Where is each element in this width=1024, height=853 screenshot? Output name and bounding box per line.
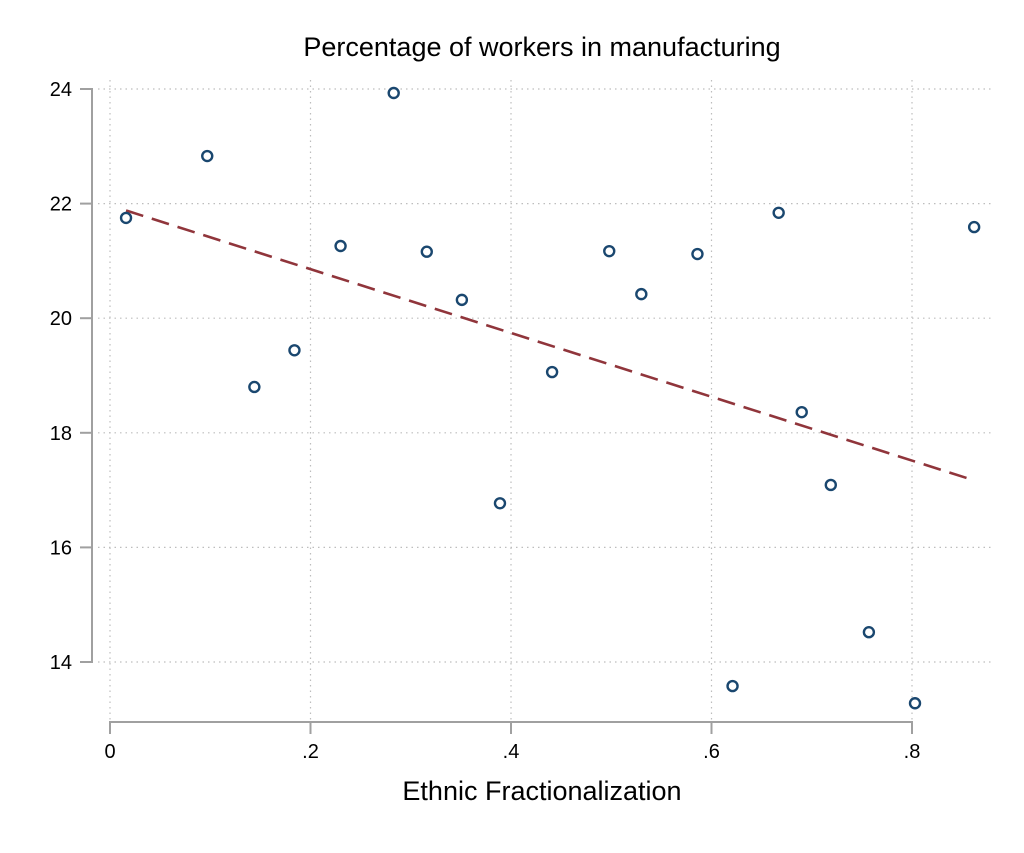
data-point-marker [248, 380, 261, 394]
data-point-marker [772, 206, 785, 219]
y-tick-label: 20 [50, 308, 72, 330]
y-tick-label: 16 [50, 537, 72, 559]
data-point-marker [967, 220, 981, 234]
x-tick-label: .6 [703, 741, 720, 763]
data-point-marker [493, 497, 507, 510]
regression-line [125, 209, 975, 482]
data-point-marker [795, 405, 808, 419]
x-tick-label: .2 [302, 741, 319, 763]
data-point-marker [334, 239, 347, 253]
data-points [119, 86, 981, 710]
data-point-marker [288, 344, 301, 357]
data-point-marker [862, 626, 876, 639]
x-tick-label: .8 [904, 741, 921, 763]
data-point-marker [455, 293, 469, 307]
fit-line [125, 209, 975, 482]
data-point-marker [387, 86, 400, 100]
data-point-marker [908, 697, 922, 710]
data-point-marker [201, 149, 214, 163]
y-tick-label: 18 [50, 423, 72, 445]
axes: 14 16 18 20 22 24 0 .2 .4 .6 .8 [50, 79, 921, 763]
gridlines [98, 80, 994, 720]
data-point-marker [545, 365, 559, 379]
x-axis-title: Ethnic Fractionalization [402, 776, 681, 806]
y-tick-label: 24 [50, 79, 72, 101]
chart-title: Percentage of workers in manufacturing [303, 32, 780, 62]
x-tick-label: .4 [503, 741, 520, 763]
data-point-marker [603, 244, 616, 258]
y-tick-label: 22 [50, 194, 72, 216]
data-point-marker [824, 478, 837, 492]
y-tick-label: 14 [50, 652, 72, 674]
x-tick-label: 0 [104, 741, 115, 763]
data-point-marker [691, 247, 704, 261]
data-point-marker [420, 245, 433, 258]
data-point-marker [726, 679, 739, 693]
data-point-marker [635, 287, 648, 301]
data-point-marker [119, 211, 133, 225]
